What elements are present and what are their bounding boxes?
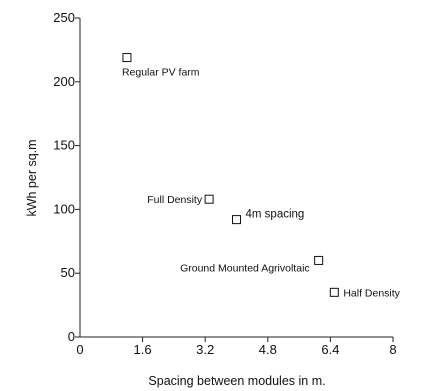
data-point-label: Ground Mounted Agrivoltaic bbox=[180, 262, 310, 274]
data-point-label: Full Density bbox=[147, 194, 203, 206]
data-point-marker bbox=[204, 194, 214, 204]
data-point-marker bbox=[232, 215, 241, 225]
x-tick-label: 3.2 bbox=[196, 342, 214, 357]
y-axis-title: kWh per sq.m bbox=[25, 139, 39, 216]
data-points: Regular PV farm Full Density 4m spacing Gro… bbox=[122, 53, 401, 299]
y-tick-label: 250 bbox=[53, 10, 75, 25]
y-ticks: 0 50 100 150 200 250 bbox=[53, 10, 80, 344]
data-point-label: Half Density bbox=[343, 287, 400, 299]
y-tick-label: 50 bbox=[61, 265, 75, 280]
data-point-label: Regular PV farm bbox=[122, 67, 200, 79]
x-tick-label: 1.6 bbox=[134, 342, 152, 357]
y-tick-label: 0 bbox=[68, 329, 75, 344]
data-point-marker bbox=[314, 255, 324, 265]
x-ticks: 0 1.6 3.2 4.8 6.4 8 bbox=[76, 337, 397, 357]
x-tick-label: 8 bbox=[389, 342, 396, 357]
x-tick-label: 4.8 bbox=[259, 342, 277, 357]
x-tick-label: 6.4 bbox=[321, 342, 339, 357]
data-point-marker bbox=[122, 53, 132, 63]
data-point-marker bbox=[329, 287, 339, 297]
x-axis-title: Spacing between modules in m. bbox=[148, 374, 325, 388]
x-tick-label: 0 bbox=[76, 342, 83, 357]
y-tick-label: 150 bbox=[53, 138, 75, 153]
data-point-label: 4m spacing bbox=[246, 209, 305, 221]
axes bbox=[79, 18, 393, 338]
y-tick-label: 200 bbox=[53, 74, 75, 89]
y-tick-label: 100 bbox=[53, 201, 75, 216]
